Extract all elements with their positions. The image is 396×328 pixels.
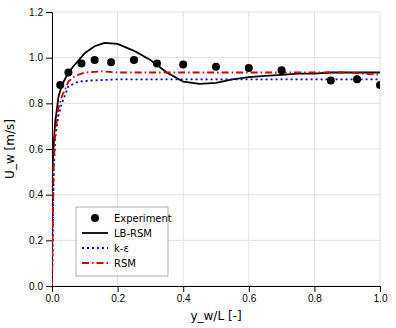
legend: Experiment LB-RSM k-ε RSM bbox=[76, 207, 172, 276]
grid bbox=[52, 12, 380, 286]
grid-line bbox=[52, 103, 380, 104]
tick: 0.6 bbox=[242, 286, 256, 304]
point bbox=[107, 58, 115, 66]
tick-label: 0.2 bbox=[111, 293, 125, 304]
tick: 0.2 bbox=[111, 286, 125, 304]
tick: 0.4 bbox=[177, 286, 191, 304]
point bbox=[278, 66, 286, 74]
tick-mark bbox=[183, 286, 184, 292]
legend-label: Experiment bbox=[114, 213, 172, 224]
grid-line bbox=[52, 149, 380, 150]
grid-line bbox=[52, 12, 380, 13]
line bbox=[52, 71, 380, 286]
tick-label: 0.2 bbox=[29, 235, 43, 246]
x-axis-title: y_w/L [-] bbox=[190, 309, 241, 323]
legend-label: RSM bbox=[114, 258, 136, 269]
tick-label: 0.4 bbox=[29, 189, 43, 200]
line bbox=[52, 43, 380, 179]
tick: 1.0 bbox=[29, 52, 52, 63]
tick-mark bbox=[46, 103, 52, 104]
tick-mark bbox=[46, 286, 52, 287]
tick: 1.0 bbox=[374, 286, 388, 304]
point bbox=[153, 59, 161, 67]
legend-swatch bbox=[82, 262, 108, 264]
point bbox=[91, 56, 99, 64]
y-axis-title: U_w [m/s] bbox=[3, 119, 17, 179]
tick-mark bbox=[314, 286, 315, 292]
plot-area: 0.0 0.2 0.4 0.6 0.8 1.0 0.0 0.2 0.4 0.6 0.8 1.0 1.2 E… bbox=[29, 7, 388, 304]
tick-label: 1.2 bbox=[29, 7, 43, 18]
tick-label: 1.0 bbox=[374, 293, 388, 304]
point bbox=[179, 61, 187, 69]
tick: 0.2 bbox=[29, 235, 52, 246]
line bbox=[52, 79, 380, 286]
tick: 0.0 bbox=[29, 281, 52, 292]
tick: 0.4 bbox=[29, 189, 52, 200]
tick-label: 1.0 bbox=[29, 52, 43, 63]
legend-item: RSM bbox=[82, 258, 136, 269]
legend-swatch bbox=[82, 247, 108, 249]
marks bbox=[52, 43, 380, 286]
tick-label: 0.0 bbox=[29, 281, 43, 292]
tick-label: 0.8 bbox=[308, 293, 322, 304]
tick-mark bbox=[46, 240, 52, 241]
tick: 0.6 bbox=[29, 144, 52, 155]
chart: 0.0 0.2 0.4 0.6 0.8 1.0 0.0 0.2 0.4 0.6 0.8 1.0 1.2 E… bbox=[0, 0, 396, 328]
point bbox=[327, 77, 335, 85]
tick-label: 0.6 bbox=[29, 144, 43, 155]
tick-mark bbox=[46, 149, 52, 150]
point bbox=[353, 75, 361, 83]
tick-mark bbox=[249, 286, 250, 292]
point bbox=[245, 64, 253, 72]
tick-label: 0.6 bbox=[242, 293, 256, 304]
legend-item: k-ε bbox=[82, 243, 129, 254]
tick-label: 0.0 bbox=[46, 293, 60, 304]
y-axis: 0.0 0.2 0.4 0.6 0.8 1.0 1.2 bbox=[29, 7, 52, 292]
point bbox=[78, 59, 86, 67]
tick-mark bbox=[46, 195, 52, 196]
legend-swatch bbox=[91, 214, 99, 222]
point bbox=[212, 63, 220, 71]
legend-item: LB-RSM bbox=[82, 228, 152, 239]
x-axis: 0.0 0.2 0.4 0.6 0.8 1.0 bbox=[46, 286, 388, 304]
point bbox=[64, 69, 72, 77]
legend-item: Experiment bbox=[91, 213, 172, 224]
legend-label: LB-RSM bbox=[114, 228, 152, 239]
tick-mark bbox=[118, 286, 119, 292]
grid-line bbox=[52, 57, 380, 58]
tick: 0.8 bbox=[29, 98, 52, 109]
tick: 0.0 bbox=[46, 286, 60, 304]
tick: 1.2 bbox=[29, 7, 52, 18]
grid-line bbox=[52, 194, 380, 195]
tick-mark bbox=[380, 286, 381, 292]
point bbox=[130, 56, 138, 64]
legend-label: k-ε bbox=[114, 243, 129, 254]
axis-line bbox=[53, 287, 381, 293]
axis-line bbox=[46, 13, 53, 287]
point bbox=[376, 81, 380, 89]
tick-label: 0.4 bbox=[177, 293, 191, 304]
point bbox=[56, 81, 64, 89]
tick-mark bbox=[46, 58, 52, 59]
tick-mark bbox=[46, 12, 52, 13]
tick-label: 0.8 bbox=[29, 98, 43, 109]
legend-swatch bbox=[82, 232, 108, 234]
tick: 0.8 bbox=[308, 286, 322, 304]
